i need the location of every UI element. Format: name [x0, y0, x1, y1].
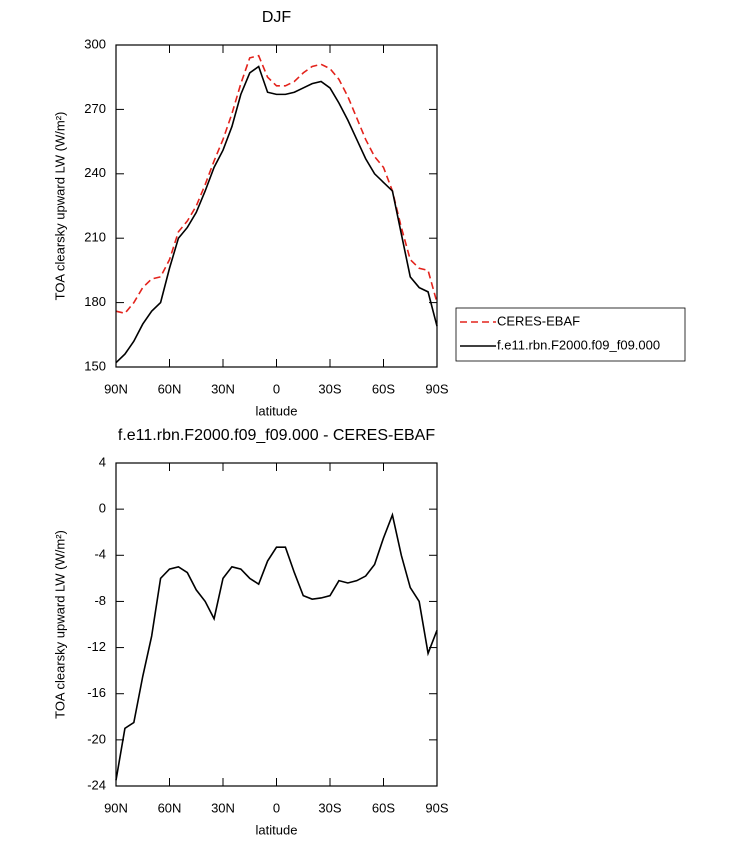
x-tick-label: 60N: [158, 381, 182, 396]
data-line: [115, 54, 438, 315]
x-tick-label: 90N: [104, 381, 128, 396]
y-tick-label: -16: [87, 685, 106, 700]
x-tick-label: 60S: [372, 800, 395, 815]
chart-title: DJF: [262, 9, 292, 26]
x-tick-label: 30S: [318, 800, 341, 815]
x-axis-label: latitude: [256, 822, 298, 837]
y-tick-label: -12: [87, 639, 106, 654]
x-tick-label: 60N: [158, 800, 182, 815]
y-tick-label: 4: [99, 454, 106, 469]
legend-label: f.e11.rbn.F2000.f09_f09.000: [497, 337, 660, 352]
x-tick-label: 90S: [425, 800, 448, 815]
y-tick-label: 210: [84, 230, 106, 245]
x-tick-label: 30N: [211, 800, 235, 815]
plot-frame: [115, 462, 438, 787]
x-tick-label: 30N: [211, 381, 235, 396]
y-tick-label: 240: [84, 165, 106, 180]
x-tick-label: 0: [273, 381, 280, 396]
y-axis-label: TOA clearsky upward LW (W/m²): [52, 530, 67, 719]
legend-label: CERES-EBAF: [497, 313, 580, 328]
legend-box: [455, 307, 686, 362]
y-tick-label: 270: [84, 101, 106, 116]
chart-title: f.e11.rbn.F2000.f09_f09.000 - CERES-EBAF: [118, 427, 435, 444]
data-line: [115, 65, 438, 364]
x-tick-label: 90S: [425, 381, 448, 396]
y-tick-label: -4: [94, 547, 106, 562]
plot-frame: [115, 44, 438, 368]
x-tick-label: 60S: [372, 381, 395, 396]
y-tick-label: 300: [84, 36, 106, 51]
y-tick-label: 180: [84, 294, 106, 309]
data-line: [115, 512, 438, 781]
y-tick-label: -24: [87, 777, 106, 792]
x-axis-label: latitude: [256, 403, 298, 418]
x-tick-label: 30S: [318, 381, 341, 396]
y-tick-label: 0: [99, 501, 106, 516]
y-axis-label: TOA clearsky upward LW (W/m²): [52, 112, 67, 301]
y-tick-label: 150: [84, 358, 106, 373]
y-tick-label: -20: [87, 731, 106, 746]
y-tick-label: -8: [94, 593, 106, 608]
x-tick-label: 0: [273, 800, 280, 815]
x-tick-label: 90N: [104, 800, 128, 815]
